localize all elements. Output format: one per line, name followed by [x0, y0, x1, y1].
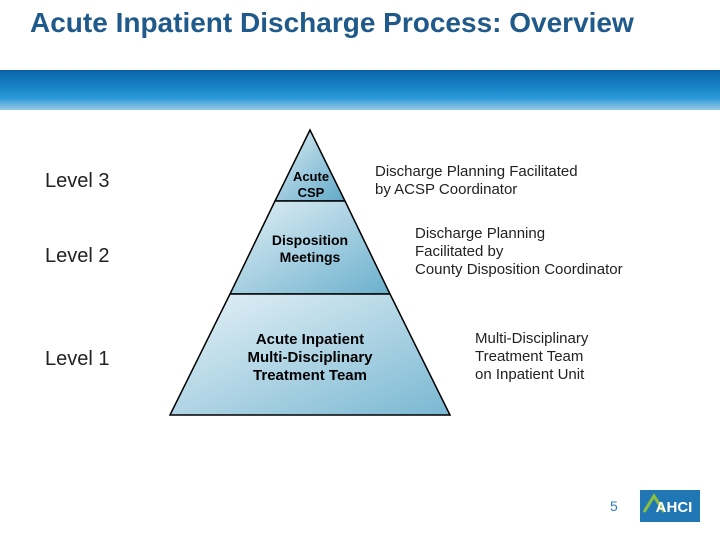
level-description-2: Discharge PlanningFacilitated byCounty D…: [415, 225, 623, 279]
level-description-3: Discharge Planning Facilitatedby ACSP Co…: [375, 163, 578, 199]
page-number: 5: [610, 498, 618, 514]
pyramid-text-bottom: Acute InpatientMulti-DisciplinaryTreatme…: [228, 331, 392, 385]
pyramid-text-middle: DispositionMeetings: [255, 232, 365, 266]
pyramid-text-top: AcuteCSP: [282, 169, 340, 201]
level-label-3: Level 3: [45, 170, 110, 193]
level-label-1: Level 1: [45, 348, 110, 371]
brand-logo: AHCI: [640, 490, 700, 527]
brand-logo-svg: AHCI: [640, 490, 700, 522]
level-label-2: Level 2: [45, 245, 110, 268]
level-description-1: Multi-DisciplinaryTreatment Teamon Inpat…: [475, 330, 588, 384]
svg-text:AHCI: AHCI: [656, 499, 693, 516]
